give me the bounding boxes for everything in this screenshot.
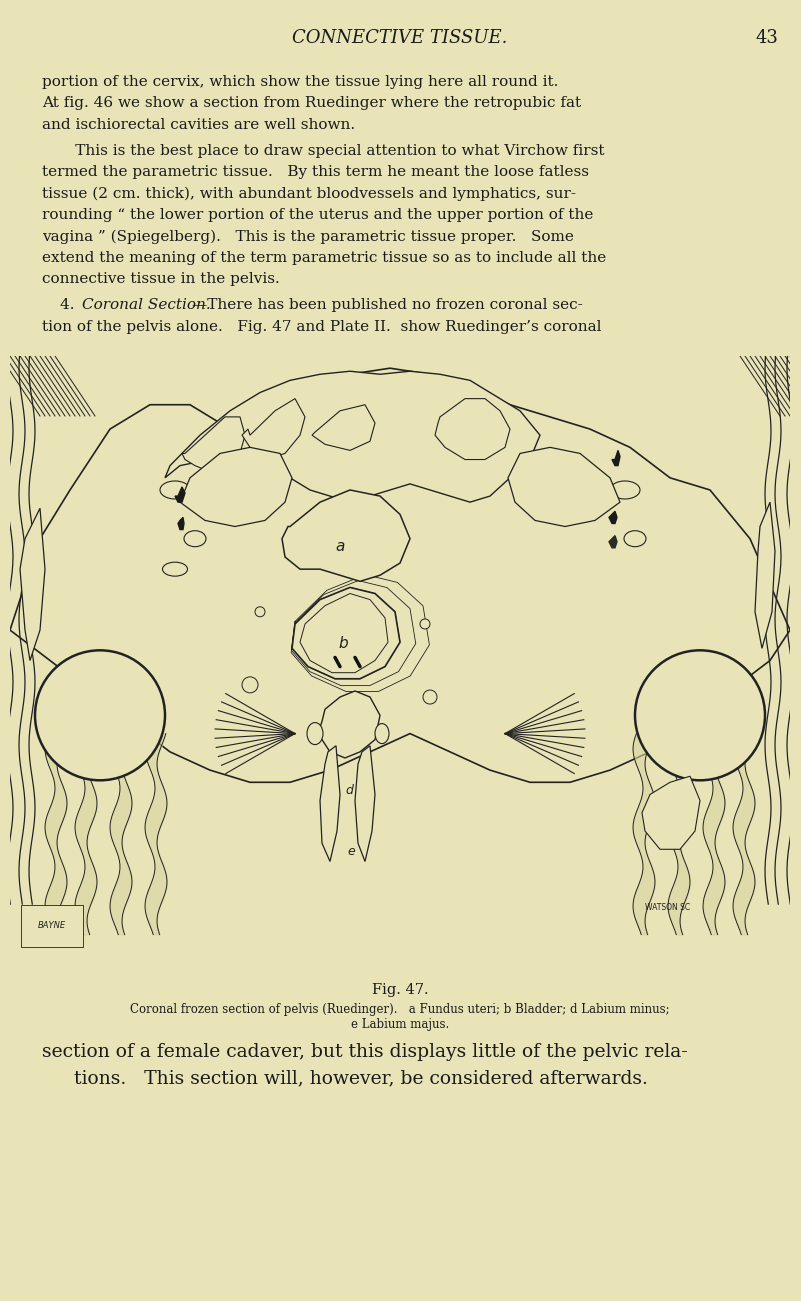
Polygon shape: [292, 588, 400, 679]
Text: and ischiorectal cavities are well shown.: and ischiorectal cavities are well shown…: [42, 118, 355, 131]
Text: d: d: [345, 785, 353, 798]
Text: At fig. 46 we show a section from Ruedinger where the retropubic fat: At fig. 46 we show a section from Ruedin…: [42, 96, 581, 111]
Text: e: e: [347, 846, 355, 859]
Ellipse shape: [184, 531, 206, 546]
Text: vagina ” (Spiegelberg).   This is the parametric tissue proper.   Some: vagina ” (Spiegelberg). This is the para…: [42, 229, 574, 243]
Polygon shape: [609, 536, 617, 548]
Polygon shape: [282, 490, 410, 582]
Circle shape: [255, 606, 265, 617]
Circle shape: [242, 677, 258, 693]
Polygon shape: [642, 777, 700, 850]
Text: This is the best place to draw special attention to what Virchow first: This is the best place to draw special a…: [60, 143, 605, 157]
Polygon shape: [612, 450, 620, 466]
Text: BAYNE: BAYNE: [38, 921, 66, 930]
Polygon shape: [165, 371, 540, 502]
Text: Coronal frozen section of pelvis (Ruedinger).   a Fundus uteri; b Bladder; d Lab: Coronal frozen section of pelvis (Ruedin…: [131, 1003, 670, 1016]
Text: Fig. 47.: Fig. 47.: [372, 984, 429, 997]
Polygon shape: [178, 518, 184, 530]
Polygon shape: [242, 398, 305, 459]
Polygon shape: [20, 509, 45, 661]
Ellipse shape: [163, 562, 187, 576]
Ellipse shape: [307, 722, 323, 744]
Polygon shape: [175, 487, 185, 502]
Text: portion of the cervix, which show the tissue lying here all round it.: portion of the cervix, which show the ti…: [42, 75, 558, 88]
Text: tions.   This section will, however, be considered afterwards.: tions. This section will, however, be co…: [74, 1069, 648, 1088]
Polygon shape: [508, 448, 620, 527]
Text: 4.: 4.: [60, 298, 84, 312]
Text: 43: 43: [755, 29, 778, 47]
Text: WATSON SC: WATSON SC: [645, 903, 690, 912]
Polygon shape: [180, 448, 292, 527]
Polygon shape: [755, 502, 775, 648]
Circle shape: [423, 690, 437, 704]
Text: —There has been published no frozen coronal sec-: —There has been published no frozen coro…: [192, 298, 583, 312]
Text: e Labium majus.: e Labium majus.: [351, 1017, 449, 1030]
Ellipse shape: [375, 723, 389, 744]
Circle shape: [420, 619, 430, 628]
Text: connective tissue in the pelvis.: connective tissue in the pelvis.: [42, 272, 280, 286]
Polygon shape: [320, 745, 340, 861]
Circle shape: [635, 650, 765, 781]
Polygon shape: [312, 405, 375, 450]
Text: tion of the pelvis alone.   Fig. 47 and Plate II.  show Ruedinger’s coronal: tion of the pelvis alone. Fig. 47 and Pl…: [42, 320, 602, 333]
Circle shape: [35, 650, 165, 781]
Polygon shape: [10, 368, 790, 782]
Text: Coronal Section.: Coronal Section.: [82, 298, 211, 312]
Text: b: b: [338, 636, 348, 652]
Polygon shape: [300, 593, 388, 673]
Polygon shape: [182, 416, 245, 472]
Text: CONNECTIVE TISSUE.: CONNECTIVE TISSUE.: [292, 29, 508, 47]
Ellipse shape: [160, 481, 190, 500]
Polygon shape: [318, 691, 380, 758]
Text: rounding “ the lower portion of the uterus and the upper portion of the: rounding “ the lower portion of the uter…: [42, 208, 594, 222]
Polygon shape: [435, 398, 510, 459]
Ellipse shape: [624, 531, 646, 546]
Text: a: a: [336, 539, 344, 554]
Polygon shape: [355, 745, 375, 861]
Text: tissue (2 cm. thick), with abundant bloodvessels and lymphatics, sur-: tissue (2 cm. thick), with abundant bloo…: [42, 186, 576, 200]
Ellipse shape: [610, 481, 640, 500]
Polygon shape: [609, 511, 617, 523]
Text: extend the meaning of the term parametric tissue so as to include all the: extend the meaning of the term parametri…: [42, 251, 606, 265]
Text: section of a female cadaver, but this displays little of the pelvic rela-: section of a female cadaver, but this di…: [42, 1043, 688, 1062]
Text: termed the parametric tissue.   By this term he meant the loose fatless: termed the parametric tissue. By this te…: [42, 165, 589, 180]
